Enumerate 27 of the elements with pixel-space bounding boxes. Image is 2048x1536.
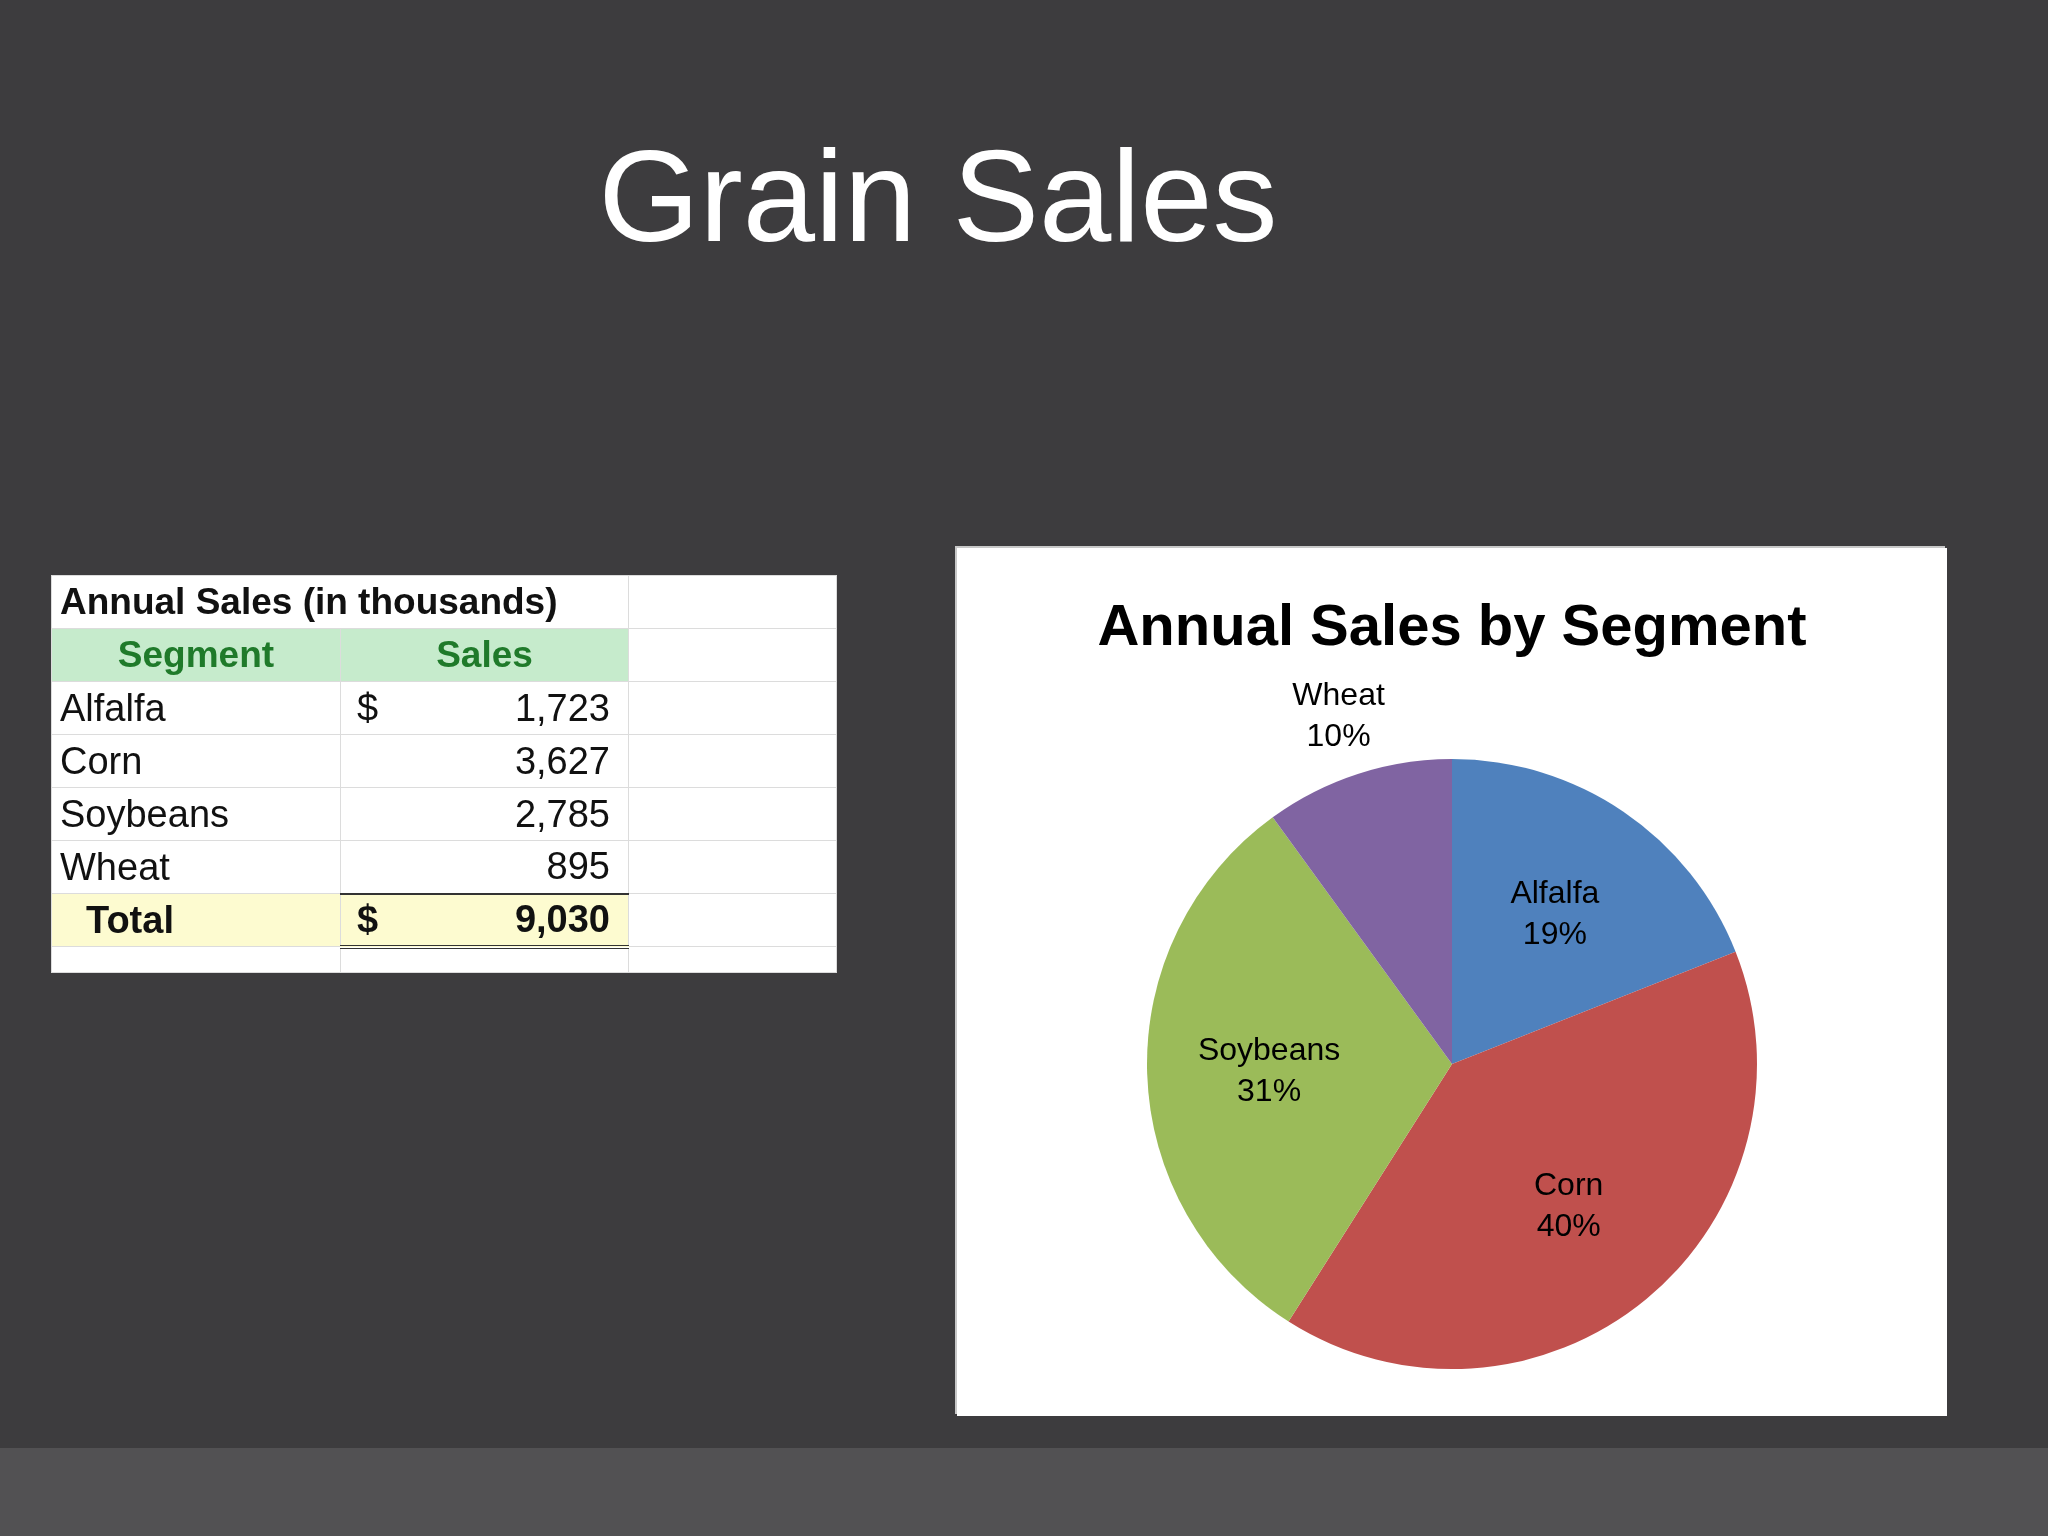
text: Sales [340,628,629,682]
data-label: 40% [1536,1207,1601,1243]
pie-slice [1452,759,1736,1064]
text: Segment [51,628,341,682]
text: $ [357,898,379,941]
data-label: 10% [1306,716,1371,753]
data-label: 895 [546,845,610,889]
data-label: 1,723 [514,686,610,730]
data-label: 31% [1237,1071,1302,1108]
slice-label: Corn [1533,1166,1604,1202]
category-label: Alfalfa [51,681,341,735]
chart-title: Annual Sales by Segment [1097,591,1807,657]
text: Annual Sales (in thousands) [51,575,629,629]
text: $ [357,686,379,730]
text: Total [51,893,341,947]
slice-label: Wheat [1292,675,1385,712]
category-label: Soybeans [51,787,341,841]
pie-slice [1147,817,1452,1322]
category-label: Wheat [51,840,341,894]
data-label: 19% [1522,914,1587,951]
data-label: 3,627 [514,739,610,783]
category-label: Corn [51,734,341,788]
data-label: 2,785 [514,792,610,836]
text: 9,030 [514,898,610,940]
slice-label: Alfalfa [1510,873,1600,910]
text: Grain Sales [598,123,1278,269]
slice-label: Soybeans [1197,1030,1341,1067]
